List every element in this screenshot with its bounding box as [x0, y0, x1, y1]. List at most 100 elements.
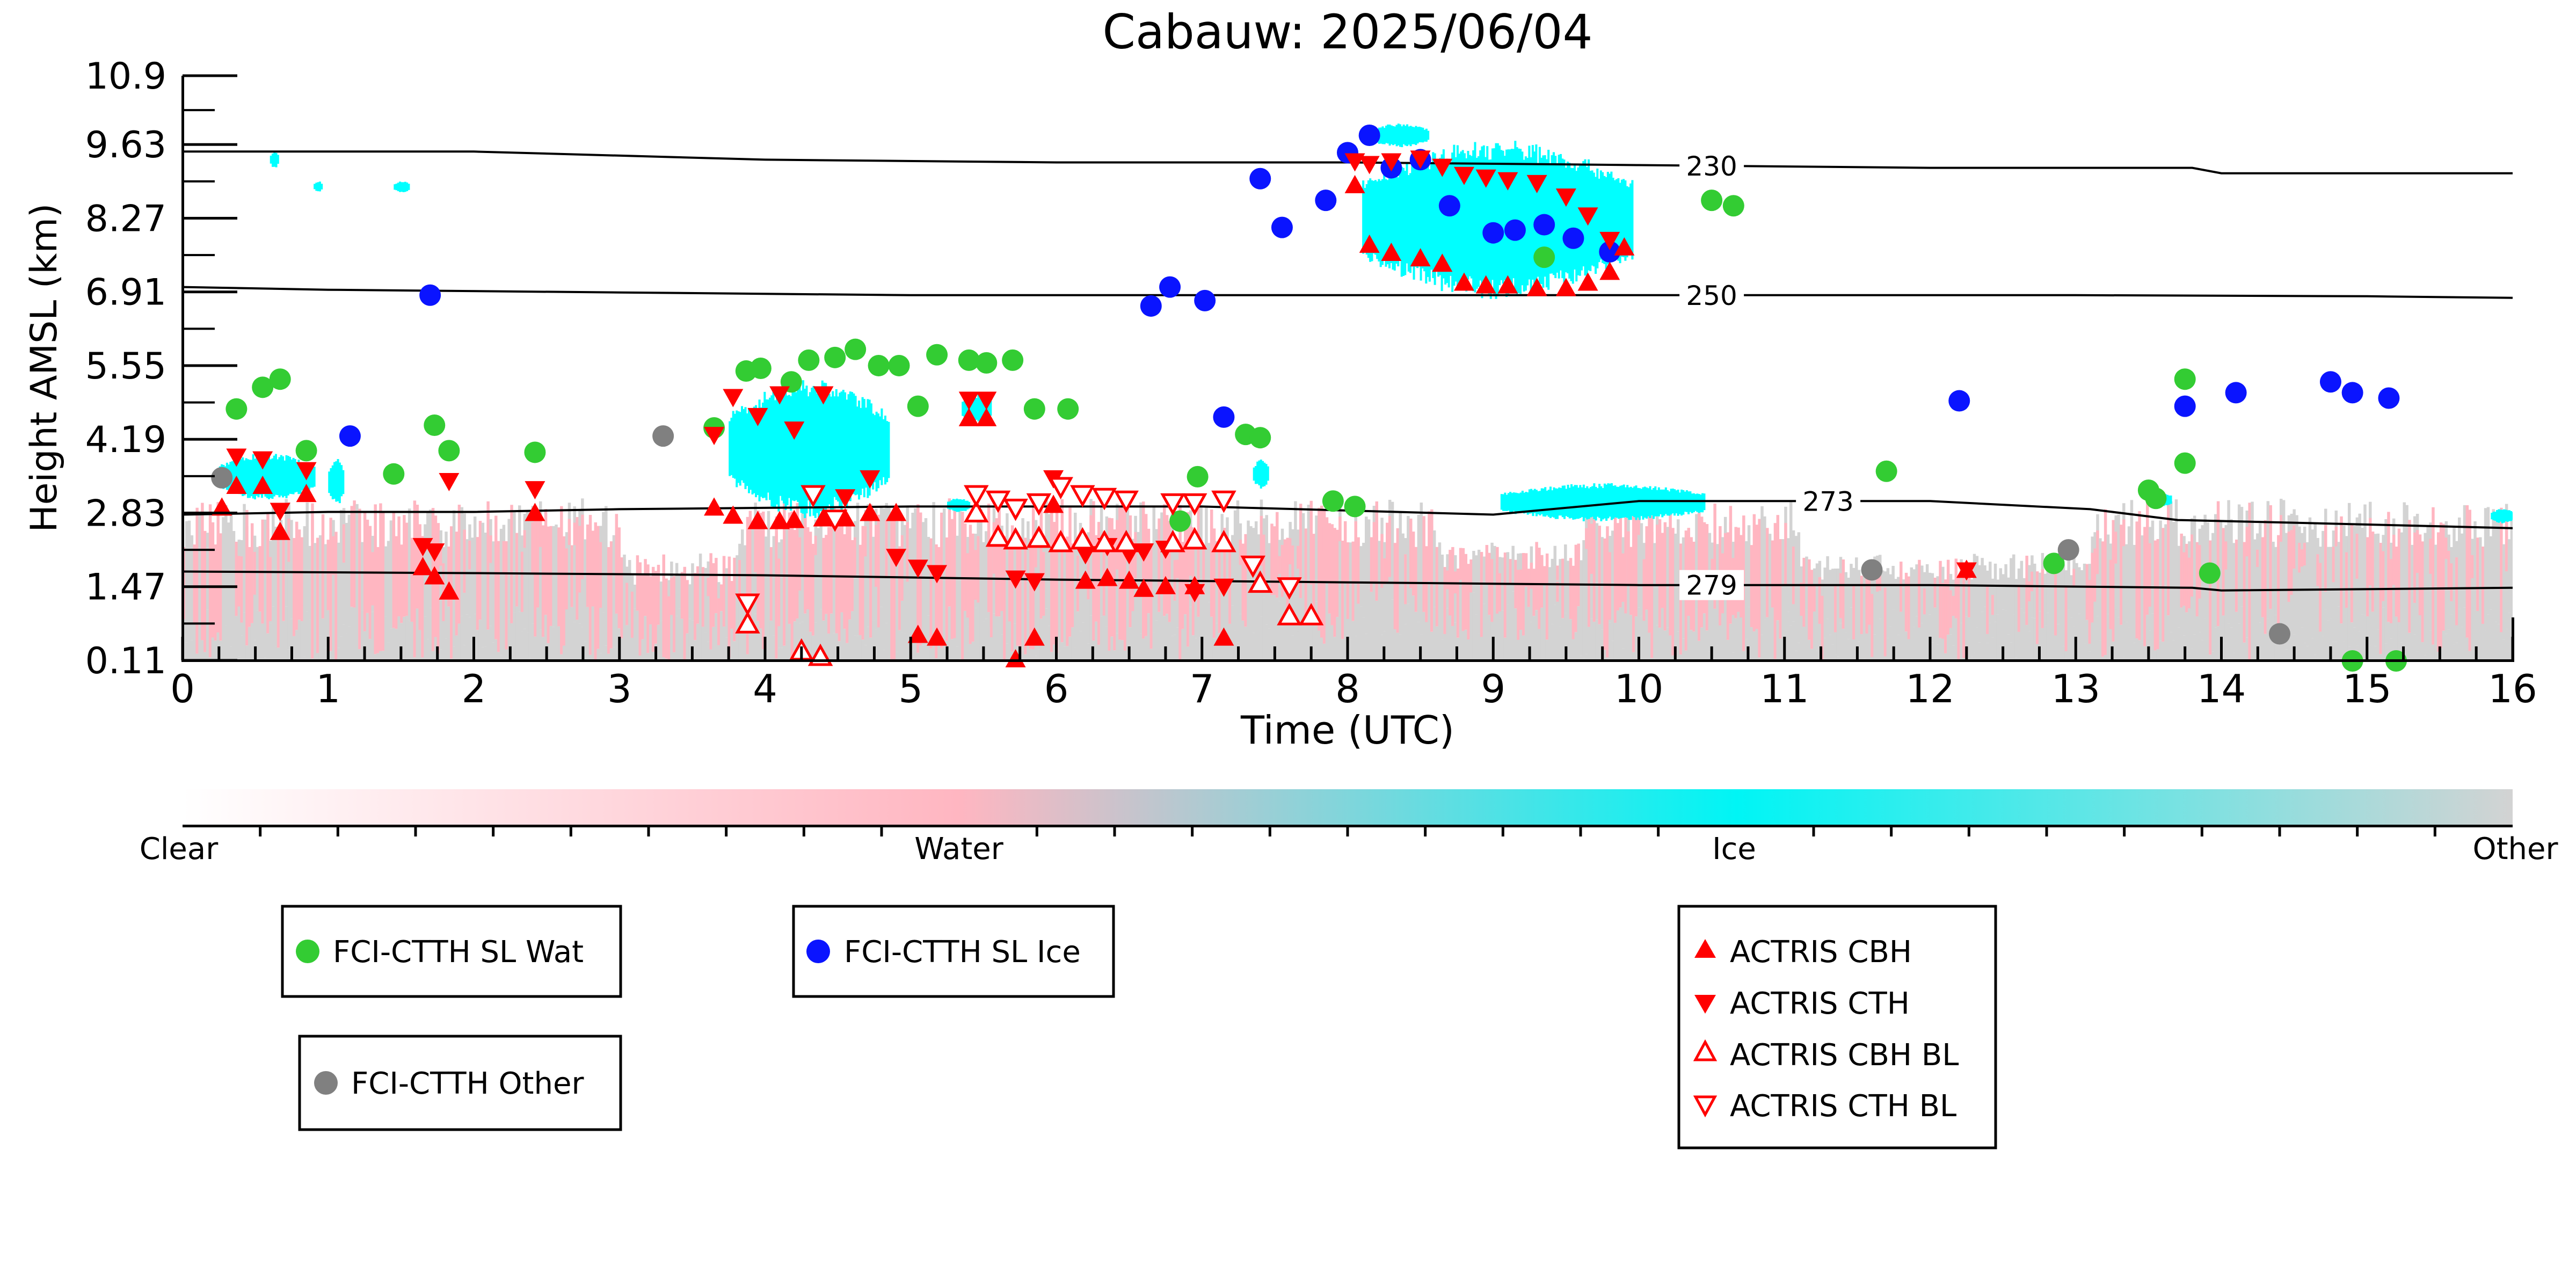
- bg-other: [2374, 646, 2377, 660]
- bg-ice: [1596, 168, 1599, 268]
- bg-other: [591, 606, 595, 660]
- bg-other: [1684, 650, 1688, 660]
- bg-other: [1792, 621, 1795, 660]
- bg-other: [2091, 611, 2094, 660]
- bg-lower: [1430, 509, 1433, 632]
- bg-water-strip: [769, 563, 773, 581]
- bg-other: [2227, 623, 2230, 660]
- bg-other: [2476, 611, 2479, 660]
- bg-water-strip: [696, 583, 700, 601]
- bg-other: [1435, 626, 1439, 660]
- bg-lower: [1831, 569, 1835, 645]
- marker-fci-ctth-sl-ice: [1213, 406, 1235, 428]
- bg-lower: [877, 514, 881, 628]
- bg-other: [513, 612, 516, 660]
- x-tick-label: 6: [1044, 666, 1069, 711]
- marker-actris-cth: [412, 538, 433, 557]
- bg-other: [1223, 594, 1226, 660]
- bg-other: [1372, 583, 1376, 660]
- colorbar-tick: [1191, 827, 1194, 836]
- bg-lower: [1545, 553, 1549, 640]
- bg-lower: [2007, 577, 2010, 635]
- bg-lower: [701, 567, 705, 627]
- bg-other: [2432, 644, 2435, 660]
- bg-water-strip: [790, 528, 794, 570]
- bg-lower: [2486, 507, 2490, 615]
- bg-water-strip: [1490, 559, 1494, 622]
- marker-actris-cbh: [525, 503, 545, 521]
- bg-other: [1343, 581, 1347, 660]
- bg-ice: [856, 406, 858, 495]
- bg-lower: [1503, 552, 1507, 638]
- bg-lower: [1299, 504, 1302, 599]
- bg-lower: [1862, 573, 1866, 659]
- bg-lower: [2387, 512, 2390, 622]
- bg-lower: [725, 568, 729, 638]
- bg-lower: [1205, 507, 1208, 636]
- bg-other: [1506, 605, 1510, 660]
- bg-other: [1726, 639, 1730, 660]
- bg-other: [704, 632, 708, 660]
- bg-other: [1029, 649, 1032, 660]
- bg-ice: [1561, 158, 1564, 279]
- bg-other: [2085, 620, 2089, 660]
- bg-other: [2049, 657, 2052, 660]
- bg-other: [1286, 611, 1290, 660]
- bg-other: [567, 618, 571, 660]
- bg-other: [1401, 643, 1405, 660]
- colorbar-tick: [2356, 827, 2359, 836]
- x-minor-tick: [1820, 646, 1823, 660]
- y-tick-label: 1.47: [85, 566, 166, 609]
- bg-other: [1852, 635, 1855, 660]
- bg-water-strip: [2072, 569, 2076, 586]
- bg-ice: [267, 454, 271, 499]
- bg-other: [1833, 654, 1837, 660]
- bg-water-strip: [1852, 584, 1855, 640]
- bg-lower: [1677, 519, 1680, 632]
- bg-lower: [2342, 525, 2346, 642]
- bg-ice: [321, 184, 323, 190]
- bg-lower: [858, 544, 862, 635]
- bg-ice: [397, 183, 399, 192]
- bg-ice: [1423, 129, 1426, 142]
- bg-other: [2138, 640, 2141, 660]
- bg-other: [232, 639, 236, 660]
- bg-other: [1333, 637, 1336, 660]
- bg-ice: [1523, 492, 1526, 514]
- bg-lower: [2245, 510, 2249, 638]
- contour-label: 273: [1802, 486, 1853, 517]
- bg-ice: [1598, 484, 1601, 518]
- marker-actris-cbh-bl: [964, 500, 989, 522]
- bg-other: [1137, 651, 1140, 660]
- bg-water-strip: [969, 541, 972, 601]
- bg-lower: [1220, 514, 1224, 616]
- bg-other: [2104, 655, 2107, 660]
- bg-other: [2326, 620, 2330, 660]
- bg-water-strip: [1176, 559, 1179, 578]
- marker-fci-ctth-sl-wat: [1722, 195, 1744, 217]
- bg-lower: [584, 539, 587, 642]
- x-minor-tick: [581, 646, 585, 660]
- bg-water-strip: [1833, 585, 1837, 632]
- bg-ice: [744, 407, 747, 489]
- bg-ice: [1500, 494, 1503, 510]
- bg-ice: [1631, 180, 1634, 260]
- bg-other: [1619, 607, 1622, 660]
- bg-ice: [849, 391, 852, 501]
- marker-actris-cth-bl: [1211, 490, 1236, 513]
- bg-other: [2290, 642, 2294, 660]
- bg-ice: [1605, 484, 1608, 521]
- y-tick-label: 5.55: [85, 345, 166, 388]
- bg-water-strip: [2256, 549, 2259, 567]
- bg-ice: [1482, 145, 1485, 290]
- marker-fci-ctth-sl-wat: [976, 352, 998, 374]
- bg-lower: [1475, 555, 1478, 615]
- bg-lower: [811, 543, 815, 636]
- marker-actris-cbh: [1410, 248, 1431, 267]
- bg-other: [332, 634, 335, 660]
- y-minor-tick: [183, 622, 215, 625]
- bg-lower: [1763, 516, 1766, 620]
- marker-actris-cbh-bl: [1003, 527, 1028, 550]
- bg-ice: [1575, 485, 1578, 519]
- bg-lower: [1973, 554, 1976, 653]
